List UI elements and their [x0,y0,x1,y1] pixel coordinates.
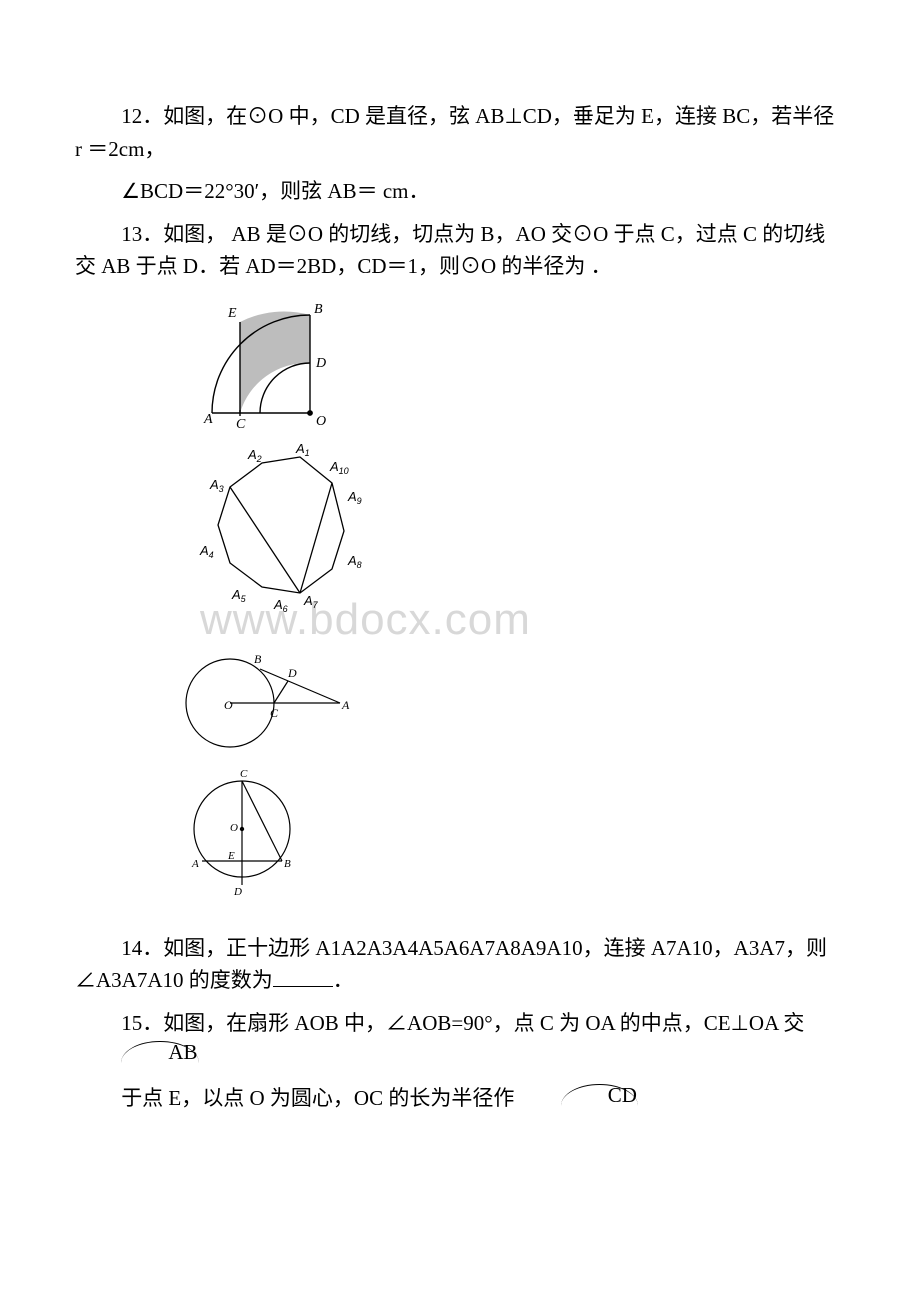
label-C: C [236,417,246,432]
document-content: 12．如图，在⊙O 中，CD 是直径，弦 AB⊥CD，垂足为 E，连接 BC，若… [75,100,845,1114]
line-AB [260,669,340,703]
arc-CD-text: CD [561,1084,638,1106]
figure-sector: A B C D E O [170,293,350,433]
label-B: B [314,302,323,317]
label-O: O [316,414,326,429]
point-O [308,411,312,415]
line-A3A7 [230,487,300,593]
label-C: C [270,706,279,720]
arc-AB-text: AB [121,1041,198,1063]
label-A8: A8 [347,553,362,570]
label-A3: A3 [209,477,224,494]
problem-15-num: 15． [121,1011,163,1035]
decagon-shape [218,457,344,593]
problem-14-text: 如图，正十边形 A1A2A3A4A5A6A7A8A9A10，连接 A7A10，A… [75,936,827,993]
problem-12-num: 12． [121,104,163,128]
label-A10: A10 [329,459,349,476]
label-C: C [240,768,248,780]
center-dot [240,827,243,830]
problem-14-suffix: ． [333,968,354,992]
line-A10A7 [300,483,332,593]
label-O: O [224,698,233,712]
label-A7: A7 [303,593,319,610]
shaded-region [240,311,310,412]
label-D: D [233,886,242,898]
label-A9: A9 [347,489,362,506]
problem-15-text-b: 于点 E，以点 O 为圆心，OC 的长为半径作 [121,1086,514,1110]
problem-13: 13．如图， AB 是⊙O 的切线，切点为 B，AO 交⊙O 于点 C，过点 C… [75,218,845,283]
label-E: E [227,306,237,321]
line-CD [274,681,288,703]
label-A4: A4 [199,543,214,560]
figure-chord: C D A B E O [170,767,320,902]
problem-12-text-a: 如图，在⊙O 中，CD 是直径，弦 AB⊥CD，垂足为 E，连接 BC，若半径 … [75,104,834,161]
problem-15-line2: 于点 E，以点 O 为圆心，OC 的长为半径作 CD [75,1082,845,1115]
label-E: E [227,850,235,862]
label-A1: A1 [295,441,310,458]
arc-AB: AB [75,1036,199,1069]
problem-13-text: 如图， AB 是⊙O 的切线，切点为 B，AO 交⊙O 于点 C，过点 C 的切… [75,222,825,279]
problem-14-num: 14． [121,936,163,960]
problem-15-text-a: 如图，在扇形 AOB 中，∠AOB=90°，点 C 为 OA 的中点，CE⊥OA… [163,1011,804,1035]
problem-12-line1: 12．如图，在⊙O 中，CD 是直径，弦 AB⊥CD，垂足为 E，连接 BC，若… [75,100,845,165]
problem-12-line2: ∠BCD＝22°30′，则弦 AB＝ cm． [75,175,845,208]
label-A6: A6 [273,597,288,614]
label-A: A [203,412,213,427]
figure-decagon: A1 A2 A3 A4 A5 A6 A7 A8 A9 A10 [170,441,390,631]
line-CB [242,781,282,861]
problem-15-line1: 15．如图，在扇形 AOB 中，∠AOB=90°，点 C 为 OA 的中点，CE… [75,1007,845,1072]
problem-13-num: 13． [121,222,163,246]
label-A5: A5 [231,587,247,604]
label-D: D [287,666,297,680]
label-A: A [341,698,350,712]
problem-14: 14．如图，正十边形 A1A2A3A4A5A6A7A8A9A10，连接 A7A1… [75,932,845,997]
label-D: D [315,356,326,371]
figure-tangent: O A B C D [170,639,370,759]
label-B: B [284,858,291,870]
figures-block: A B C D E O A1 A2 A3 A4 A5 A6 A7 [170,293,845,902]
label-O: O [230,822,238,834]
arc-CD: CD [514,1079,638,1112]
label-B: B [254,652,262,666]
blank-14 [273,986,333,987]
label-A2: A2 [247,447,262,464]
label-A: A [191,858,199,870]
